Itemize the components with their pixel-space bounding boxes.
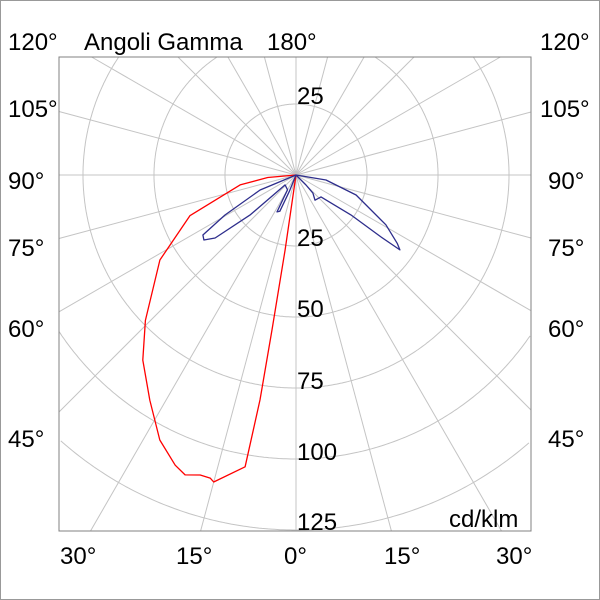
radial-label: 25 [297, 83, 324, 110]
grid-spoke [295, 111, 532, 176]
left-angle-labels: 105° 90° 75° 60° 45° [8, 96, 58, 453]
grid-circle [58, 331, 531, 460]
radial-label: 25 [297, 225, 324, 252]
unit-label: cd/klm [449, 506, 518, 533]
radial-label: 100 [297, 439, 337, 466]
angle-label: 75° [548, 235, 584, 262]
radial-labels: 25 25 50 75 100 125 [297, 83, 337, 536]
angle-label: 30° [60, 543, 96, 570]
series-layer [142, 174, 401, 483]
top-angle-label: 180° [267, 29, 317, 56]
title-left-angle: 120° [8, 29, 58, 56]
angle-label: 60° [548, 316, 584, 343]
right-angle-label: 120° [540, 29, 590, 56]
grid-spoke [295, 56, 415, 176]
angle-label: 30° [496, 543, 532, 570]
grid-circle [60, 440, 530, 531]
angle-label: 105° [540, 96, 590, 123]
angle-label: 45° [548, 426, 584, 453]
grid-circle [375, 56, 439, 175]
angle-label: 15° [384, 543, 420, 570]
angle-label: 0° [284, 543, 307, 570]
grid-spoke [200, 174, 297, 532]
angle-label: 90° [8, 168, 44, 195]
right-angle-labels: 105° 90° 75° 60° 45° [540, 96, 590, 453]
grid-spoke [295, 174, 532, 239]
grid-spoke [58, 174, 297, 313]
grid-spoke [91, 56, 297, 176]
grid-spoke [295, 174, 532, 411]
grid-spoke [295, 56, 365, 176]
grid-circle [473, 57, 510, 175]
series-curve-1 [202, 174, 401, 251]
grid-spoke [177, 56, 297, 176]
radial-label: 50 [297, 296, 324, 323]
angle-label: 45° [8, 426, 44, 453]
chart-title: Angoli Gamma [84, 29, 243, 56]
grid-spoke [263, 56, 297, 176]
grid-spoke [295, 174, 392, 532]
grid-spoke [58, 174, 297, 239]
grid-circle [82, 57, 510, 389]
grid-circle [153, 56, 439, 318]
grid-spoke [295, 174, 532, 312]
series-curve-0 [142, 174, 297, 483]
grid-spoke [295, 56, 329, 176]
bottom-angle-labels: 30° 15° 0° 15° 30° [60, 543, 532, 570]
grid-spoke [90, 174, 297, 532]
plot-frame [58, 56, 532, 532]
angle-label: 15° [176, 543, 212, 570]
grid-spoke [295, 56, 501, 176]
grid-spoke [295, 174, 502, 532]
angle-label: 60° [8, 316, 44, 343]
angle-label: 90° [548, 168, 584, 195]
radial-label: 75 [297, 368, 324, 395]
angle-label: 75° [8, 235, 44, 262]
grid-spoke [227, 56, 297, 176]
polar-grid [58, 56, 532, 532]
radial-label: 125 [297, 509, 337, 536]
angle-label: 105° [8, 96, 58, 123]
grid-spoke [58, 111, 297, 176]
grid-spoke [58, 174, 297, 413]
